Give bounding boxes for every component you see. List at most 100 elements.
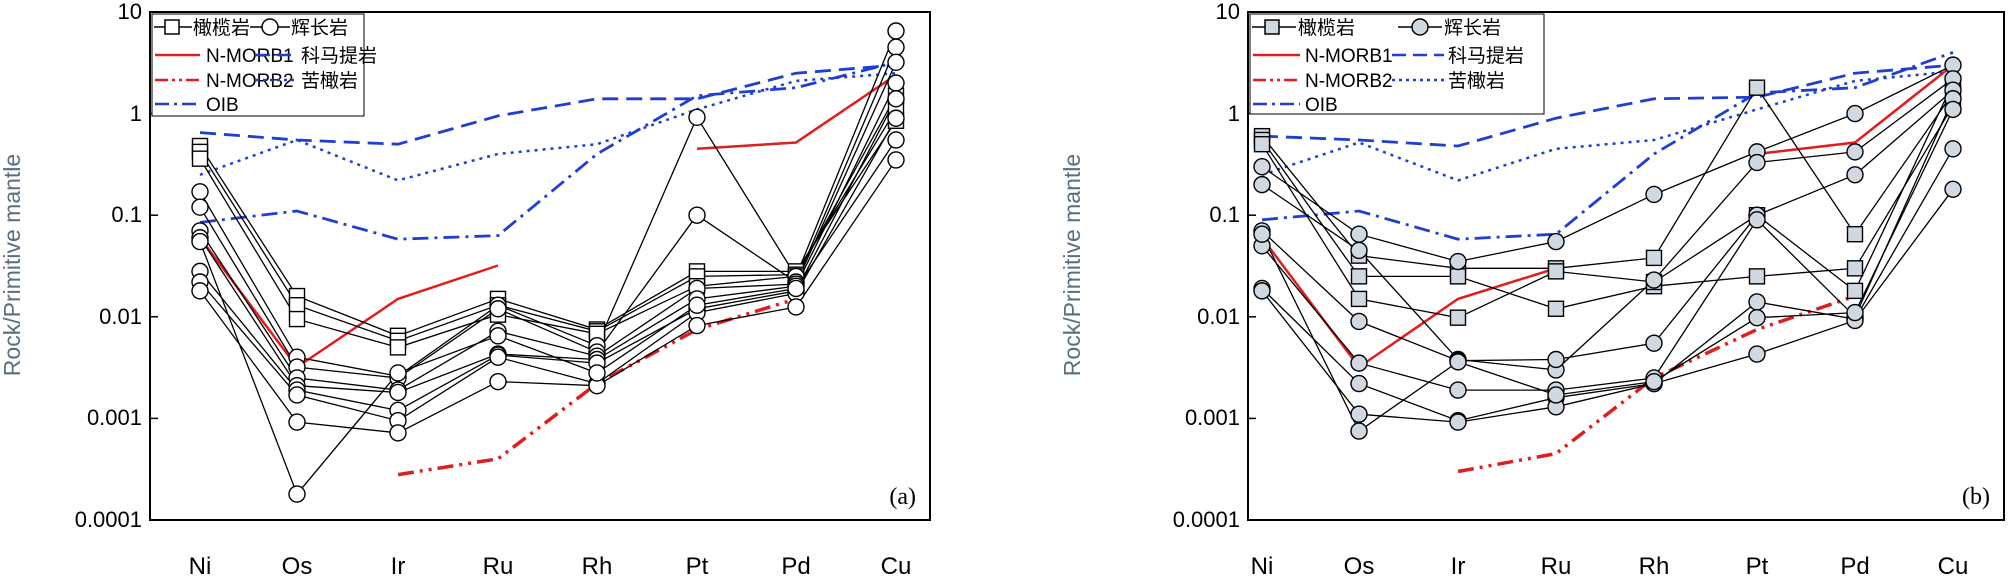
sample-point-circle <box>191 282 209 300</box>
sample-point-circle <box>1944 180 1962 198</box>
sample-point-circle <box>1350 241 1368 260</box>
sample-line <box>199 62 897 391</box>
sample-point-circle <box>1846 166 1864 184</box>
sample-line <box>199 95 897 349</box>
sample-point-circle <box>1449 252 1467 271</box>
x-tick-label: Os <box>1344 553 1375 580</box>
sample-point-square <box>1645 249 1663 267</box>
x-tick-label: Ru <box>1541 553 1572 580</box>
y-axis-label-b: Rock/Primitive mantle <box>1059 154 1085 376</box>
sample-point-circle <box>1748 211 1766 229</box>
sample-point-circle <box>1253 175 1271 194</box>
sample-point-circle <box>489 327 507 345</box>
reference-line-blue-dot <box>1261 70 1954 182</box>
reference-line-red-solid <box>696 73 897 151</box>
reference-line-blue-dash <box>199 63 897 146</box>
sample-point-circle <box>1944 140 1962 158</box>
sample-point-circle <box>1350 354 1368 372</box>
sample-point-circle <box>1350 405 1368 423</box>
sample-point-circle <box>688 108 706 126</box>
sample-point-circle <box>688 296 706 314</box>
y-tick-label: 0.001 <box>87 405 142 430</box>
panel-a: Rock/Primitive mantle 10 1 0.1 0.01 0.00… <box>0 0 931 580</box>
sample-point-square <box>1449 268 1467 285</box>
x-tick-label: Pt <box>686 553 709 580</box>
legend-label-gabbro: 辉长岩 <box>1444 17 1501 39</box>
sample-point-circle <box>489 300 507 318</box>
sample-line <box>199 46 897 379</box>
x-ticks-b: Ni Os Ir Ru Rh Pt Pd Cu <box>1251 553 1969 580</box>
sample-point-circle <box>1645 334 1663 352</box>
legend-label-peridotite: 橄榄岩 <box>1298 17 1355 39</box>
sample-point-square <box>1350 268 1368 285</box>
sample-point-circle <box>1645 185 1663 204</box>
sample-point-circle <box>191 198 209 216</box>
y-tick-label: 1 <box>1228 101 1240 126</box>
sample-point-circle <box>1449 381 1467 399</box>
sample-line <box>199 82 897 394</box>
sample-point-circle <box>1547 386 1565 404</box>
sample-line <box>199 109 897 342</box>
legend-label-picrite: 苦橄岩 <box>1448 70 1505 92</box>
sample-point-circle <box>887 38 905 56</box>
sample-point-circle <box>1846 104 1864 123</box>
sample-line <box>1261 78 1954 371</box>
sample-point-square <box>1846 260 1864 277</box>
reference-line-red-solid <box>1756 64 1954 156</box>
sample-point-circle <box>887 151 905 169</box>
sample-point-circle <box>688 316 706 335</box>
y-tick-label: 0.0001 <box>1173 507 1240 532</box>
y-tick-label: 10 <box>118 0 142 24</box>
sample-point-circle <box>1253 282 1271 300</box>
reference-line-blue-dash <box>1261 63 1954 148</box>
x-tick-label: Pt <box>1746 553 1769 580</box>
y-tick-label: 0.0001 <box>75 507 142 532</box>
x-tick-label: Cu <box>881 553 912 580</box>
sample-point-square <box>1846 226 1864 243</box>
sample-point-square <box>191 150 209 167</box>
sample-line <box>1261 82 1954 319</box>
sample-point-circle <box>1748 293 1766 311</box>
y-tick-label: 0.001 <box>1185 405 1240 430</box>
sample-point-circle <box>1748 153 1766 172</box>
sample-point-square <box>1350 290 1368 308</box>
y-tick-label: 0.01 <box>1197 304 1240 329</box>
legend-square-marker <box>1264 19 1280 35</box>
x-ticks-a: Ni Os Ir Ru Rh Pt Pd Cu <box>189 553 912 580</box>
y-ticks-a: 10 1 0.1 0.01 0.001 0.0001 <box>75 0 142 532</box>
sample-point-circle <box>389 383 407 402</box>
x-tick-label: Ru <box>483 553 514 580</box>
y-tick-label: 1 <box>130 101 142 126</box>
sample-point-circle <box>288 386 306 404</box>
sample-point-circle <box>688 206 706 224</box>
x-tick-label: Ni <box>1251 553 1274 580</box>
sample-point-circle <box>1547 350 1565 369</box>
sample-point-circle <box>1449 413 1467 431</box>
reference-line-blue-dashdot <box>1261 51 1954 241</box>
sample-point-circle <box>1350 312 1368 331</box>
sample-point-circle <box>887 74 905 92</box>
sample-point-square <box>288 310 306 328</box>
marks-a <box>150 11 905 521</box>
sample-point-circle <box>887 131 905 149</box>
panel-label-a: (a) <box>889 484 916 510</box>
sample-point-circle <box>887 109 905 127</box>
y-tick-label: 10 <box>1216 0 1240 24</box>
panel-b: Rock/Primitive mantle 10 1 0.1 0.01 0.00… <box>1059 0 2005 580</box>
legend-square-marker <box>164 19 180 35</box>
sample-point-circle <box>1944 100 1962 119</box>
sample-point-circle <box>1645 271 1663 289</box>
legend-b: 橄榄岩 辉长岩 N-MORB1 科马提岩 N-MORB2 苦橄岩 OIB <box>1249 13 1545 116</box>
sample-point-square <box>1547 300 1565 317</box>
sample-point-circle <box>1350 422 1368 440</box>
sample-point-circle <box>389 364 407 382</box>
sample-point-circle <box>787 298 805 316</box>
y-ticks-b: 10 1 0.1 0.01 0.001 0.0001 <box>1173 0 1240 532</box>
sample-point-circle <box>191 232 209 251</box>
sample-point-square <box>1253 135 1271 153</box>
legend-label-komatiite: 科马提岩 <box>301 45 377 67</box>
sample-point-circle <box>1645 372 1663 391</box>
legend-label-nmorb2: N-MORB2 <box>206 71 294 92</box>
sample-line <box>1261 105 1954 310</box>
sample-point-circle <box>389 424 407 442</box>
